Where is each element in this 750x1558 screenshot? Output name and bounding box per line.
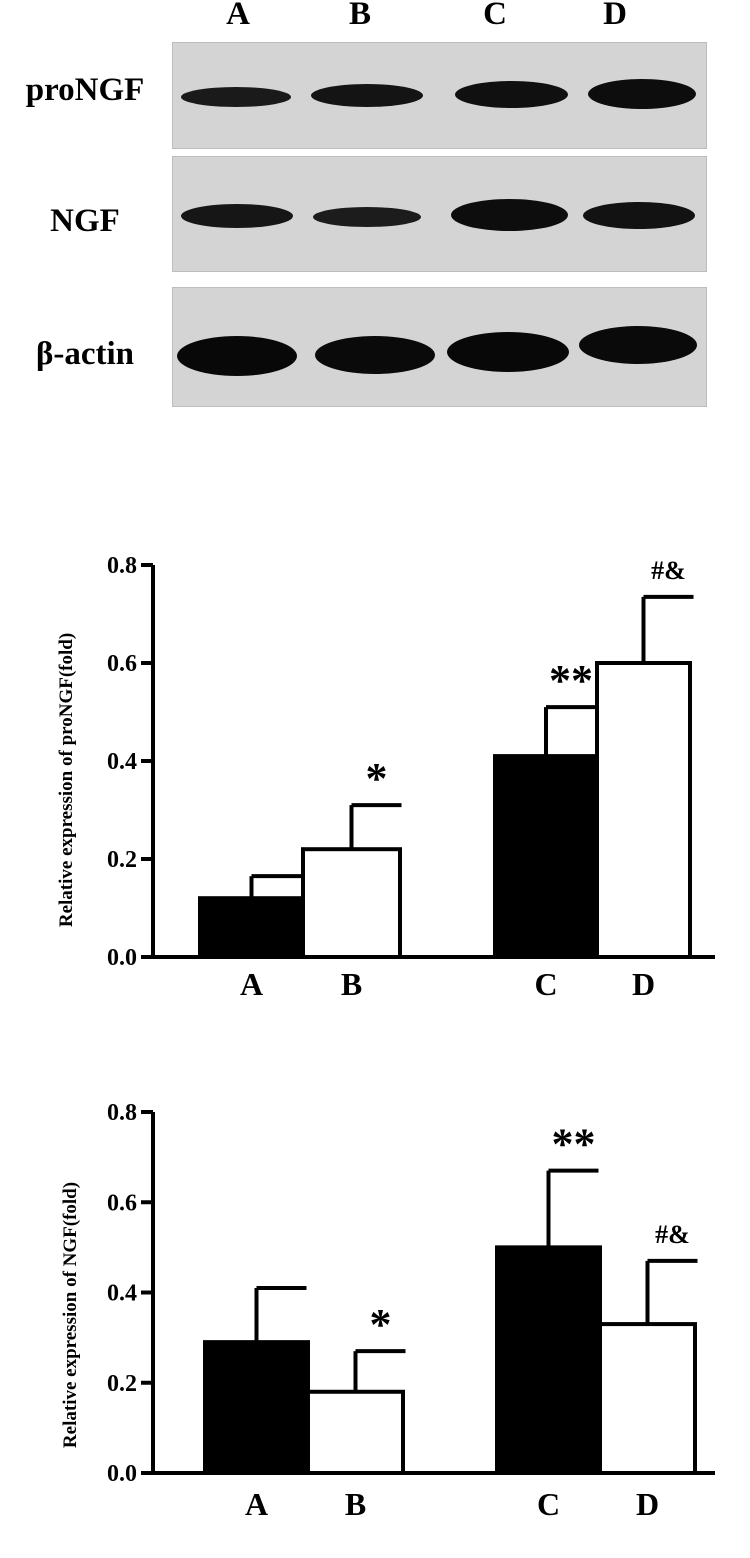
lane-label-c: C xyxy=(483,0,507,32)
bar-b xyxy=(301,847,402,960)
row-label-ngf: NGF xyxy=(50,203,120,239)
x-tick-label-c: C xyxy=(534,966,557,1002)
significance-marker-d: #& xyxy=(655,1220,690,1249)
blot-strip-ngf xyxy=(172,156,707,272)
blot-strip-prongf xyxy=(172,42,707,149)
chart-prongf: Relative expression of proNGF(fold) 0.0 0… xyxy=(0,530,750,1020)
significance-marker-d: #& xyxy=(651,556,686,585)
band-prongf-c xyxy=(455,81,568,108)
y-tick-label: 0.4 xyxy=(107,749,137,775)
significance-marker-c: ** xyxy=(552,1120,596,1169)
bar-a xyxy=(203,1340,310,1476)
y-axis-title-group: Relative expression of NGF(fold) xyxy=(60,1182,81,1448)
blot-strip-beta-actin xyxy=(172,287,707,407)
lane-label-d: D xyxy=(603,0,627,32)
y-tick-label: 0.6 xyxy=(107,1190,137,1216)
x-tick-label-b: B xyxy=(345,1486,366,1522)
western-blot-figure: A B C D proNGF NGF β-actin xyxy=(0,0,750,420)
y-tick-label: 0.0 xyxy=(107,1461,137,1487)
band-actin-d xyxy=(579,326,697,364)
chart-prongf-svg: Relative expression of proNGF(fold) 0.0 0… xyxy=(56,553,715,1002)
band-actin-c xyxy=(447,332,569,372)
row-label-prongf: proNGF xyxy=(25,72,145,108)
lane-label-b: B xyxy=(348,0,371,32)
y-tick-label: 0.8 xyxy=(107,553,137,579)
bar-c xyxy=(493,754,599,959)
y-axis-title: Relative expression of proNGF(fold) xyxy=(56,633,77,927)
chart-ngf-svg: Relative expression of NGF(fold) 0.0 0.2 0… xyxy=(60,1100,715,1522)
band-ngf-d xyxy=(583,202,695,229)
y-axis-title: Relative expression of NGF(fold) xyxy=(60,1182,81,1448)
bar-d xyxy=(595,661,692,959)
bar-a xyxy=(198,896,305,960)
band-prongf-b xyxy=(311,84,423,107)
significance-marker-b: * xyxy=(370,1300,392,1349)
band-prongf-a xyxy=(181,87,291,107)
y-tick-label: 0.0 xyxy=(107,945,137,971)
band-ngf-c xyxy=(451,199,568,231)
x-tick-label-d: D xyxy=(636,1486,659,1522)
significance-marker-c: ** xyxy=(549,656,593,705)
y-tick-label: 0.8 xyxy=(107,1100,137,1126)
bar-d xyxy=(598,1322,697,1475)
y-tick-label: 0.4 xyxy=(107,1281,137,1307)
band-ngf-b xyxy=(313,207,421,227)
bar-c xyxy=(495,1245,602,1475)
significance-marker-b: * xyxy=(366,754,388,803)
x-tick-label-d: D xyxy=(632,966,655,1002)
row-label-beta-actin: β-actin xyxy=(35,336,135,372)
x-tick-label-a: A xyxy=(240,966,263,1002)
band-prongf-d xyxy=(588,79,696,109)
x-tick-label-b: B xyxy=(341,966,362,1002)
band-ngf-a xyxy=(181,204,293,228)
band-actin-b xyxy=(315,336,435,374)
y-axis-title-group: Relative expression of proNGF(fold) xyxy=(56,633,77,927)
bar-b xyxy=(306,1389,405,1475)
y-tick-label: 0.2 xyxy=(107,847,137,873)
lane-label-a: A xyxy=(226,0,250,32)
x-tick-label-a: A xyxy=(245,1486,268,1522)
y-tick-label: 0.6 xyxy=(107,651,137,677)
x-tick-label-c: C xyxy=(537,1486,560,1522)
band-actin-a xyxy=(177,336,297,376)
y-tick-label: 0.2 xyxy=(107,1371,137,1397)
chart-ngf: Relative expression of NGF(fold) 0.0 0.2 0… xyxy=(0,1075,750,1553)
